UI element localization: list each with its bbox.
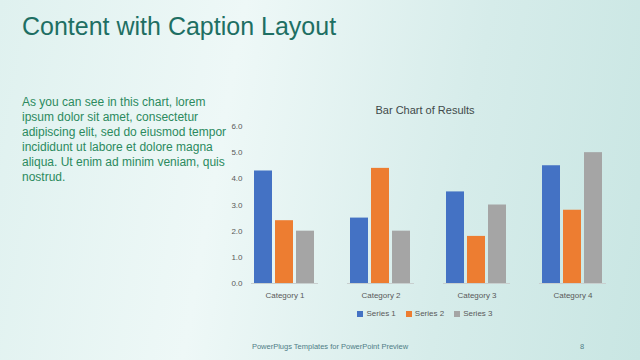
svg-text:Category 3: Category 3 [457, 291, 497, 300]
svg-text:6.0: 6.0 [231, 122, 243, 131]
svg-text:0.0: 0.0 [231, 279, 243, 288]
svg-text:4.0: 4.0 [231, 174, 243, 183]
svg-text:Category 4: Category 4 [553, 291, 593, 300]
svg-text:Category 1: Category 1 [265, 291, 305, 300]
html-text:Series 1: Series 1 [366, 309, 396, 318]
html-text:Content with Caption Layout: Content with Caption Layout [22, 12, 337, 40]
svg-text:3.0: 3.0 [231, 201, 243, 210]
html-text:Series 3: Series 3 [463, 309, 493, 318]
html-text:8: 8 [580, 342, 585, 351]
html-text:Series 2: Series 2 [414, 309, 445, 318]
html-text:Bar Chart of Results: Bar Chart of Results [375, 104, 475, 116]
svg-text:1.0: 1.0 [231, 253, 243, 262]
svg-text:2.0: 2.0 [231, 227, 243, 236]
html-text:As you can see in this chart,: As you can see in this chart, lorem ipsu… [22, 95, 227, 184]
svg-text:Category 2: Category 2 [361, 291, 401, 300]
svg-text:5.0: 5.0 [231, 148, 243, 157]
html-text:PowerPlugs Templates for Power: PowerPlugs Templates for PowerPoint Prev… [251, 342, 409, 351]
